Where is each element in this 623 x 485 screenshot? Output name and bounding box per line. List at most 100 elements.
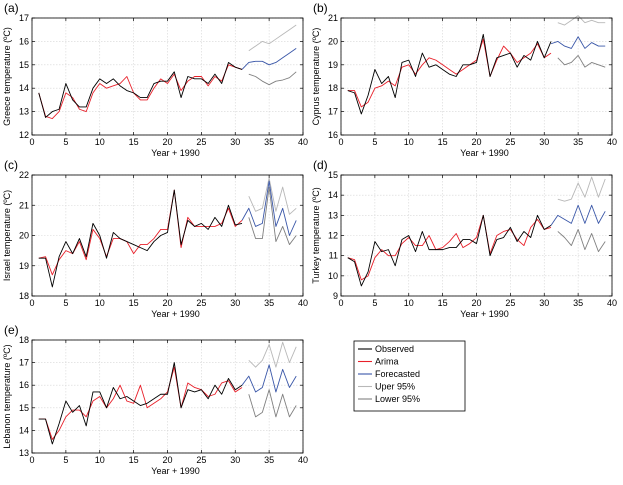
- y-axis-label: Lebanon temperature (ºC): [2, 344, 12, 448]
- x-tick-label: 15: [129, 298, 139, 308]
- x-tick-label: 20: [162, 455, 172, 465]
- series-line-forecasted: [241, 180, 297, 236]
- x-tick-label: 15: [438, 298, 448, 308]
- y-tick-label: 20: [19, 231, 29, 241]
- x-tick-label: 35: [264, 137, 274, 147]
- y-tick-label: 20: [328, 36, 338, 46]
- y-tick-label: 18: [328, 83, 338, 93]
- x-tick-label: 0: [338, 298, 343, 308]
- series-line-arima: [38, 366, 243, 440]
- x-axis-label: Year + 1990: [151, 309, 199, 319]
- legend-label: Arima: [375, 357, 399, 367]
- x-tick-label: 20: [471, 137, 481, 147]
- panel-label: (c): [4, 158, 18, 172]
- chart-panel: 0 5 10 15 20 25 30 35 40 16 17 18 19 20 21 Year + 1990 C…: [311, 1, 617, 158]
- series-line-lower-95: [557, 228, 606, 253]
- chart-panel: 0 5 10 15 20 25 30 35 40 12 13 14 15 16 17 Year + 1990 G…: [2, 1, 308, 158]
- x-tick-label: 25: [196, 137, 206, 147]
- x-tick-label: 0: [29, 298, 34, 308]
- series-line-uper-95: [248, 177, 297, 215]
- y-tick-label: 16: [328, 130, 338, 140]
- x-axis-label: Year + 1990: [151, 466, 199, 476]
- y-tick-label: 21: [328, 13, 338, 23]
- y-axis-label: Israel temperature (ºC): [2, 190, 12, 281]
- legend-label: Lower 95%: [375, 394, 420, 404]
- y-axis-label: Greece temperature (ºC): [2, 27, 12, 126]
- series-line-arima: [38, 189, 243, 276]
- series-line-uper-95: [248, 341, 297, 368]
- y-tick-label: 19: [328, 60, 338, 70]
- series-line-arima: [347, 214, 552, 281]
- chart-panel: 0 5 10 15 20 25 30 35 40 18 19 20 21 22 Year + 1990 Isr…: [2, 158, 308, 319]
- x-tick-label: 20: [471, 298, 481, 308]
- x-tick-label: 35: [573, 298, 583, 308]
- x-tick-label: 30: [230, 455, 240, 465]
- x-tick-label: 10: [404, 137, 414, 147]
- x-tick-label: 40: [298, 455, 308, 465]
- series-line-lower-95: [557, 54, 606, 68]
- series-line-lower-95: [248, 71, 297, 86]
- x-tick-label: 25: [196, 298, 206, 308]
- x-tick-label: 15: [129, 455, 139, 465]
- x-tick-label: 40: [298, 298, 308, 308]
- y-tick-label: 16: [19, 36, 29, 46]
- y-tick-label: 18: [19, 291, 29, 301]
- x-tick-label: 40: [298, 137, 308, 147]
- x-axis-label: Year + 1990: [151, 148, 199, 158]
- x-tick-label: 25: [505, 137, 515, 147]
- x-tick-label: 25: [505, 298, 515, 308]
- chart-panel: 0 5 10 15 20 25 30 35 40 13 14 15 16 17 18 Year + 1990 L…: [2, 323, 308, 476]
- y-tick-label: 15: [328, 170, 338, 180]
- x-tick-label: 30: [230, 137, 240, 147]
- x-tick-label: 35: [264, 455, 274, 465]
- x-tick-label: 25: [196, 455, 206, 465]
- y-tick-label: 17: [19, 358, 29, 368]
- y-tick-label: 19: [19, 261, 29, 271]
- x-axis-label: Year + 1990: [460, 309, 508, 319]
- panels-layer: 0 5 10 15 20 25 30 35 40 12 13 14 15 16 17 Year + 1990 G…: [2, 1, 617, 476]
- y-tick-label: 16: [19, 380, 29, 390]
- y-tick-label: 13: [328, 210, 338, 220]
- series-line-arima: [347, 38, 552, 108]
- x-axis-label: Year + 1990: [460, 148, 508, 158]
- y-tick-label: 12: [19, 130, 29, 140]
- series-line-observed: [38, 362, 243, 445]
- x-tick-label: 0: [338, 137, 343, 147]
- x-tick-label: 20: [162, 137, 172, 147]
- x-tick-label: 40: [607, 137, 617, 147]
- x-tick-label: 10: [404, 298, 414, 308]
- legend-label: Uper 95%: [375, 382, 415, 392]
- y-tick-label: 10: [328, 271, 338, 281]
- y-tick-label: 17: [19, 13, 29, 23]
- y-axis-label: Cyprus temperature (ºC): [311, 28, 321, 126]
- legend: Observed Arima Forecasted Uper 95% Lower 95%: [353, 340, 466, 412]
- series-line-observed: [347, 214, 552, 287]
- x-tick-label: 5: [63, 137, 68, 147]
- x-tick-label: 10: [95, 455, 105, 465]
- x-tick-label: 15: [438, 137, 448, 147]
- x-tick-label: 5: [63, 455, 68, 465]
- series-line-forecasted: [550, 204, 606, 226]
- y-tick-label: 18: [19, 335, 29, 345]
- y-tick-label: 17: [328, 107, 338, 117]
- x-tick-label: 5: [372, 298, 377, 308]
- x-tick-label: 20: [162, 298, 172, 308]
- x-tick-label: 35: [573, 137, 583, 147]
- legend-items: Observed Arima Forecasted Uper 95% Lower 95%: [358, 344, 420, 404]
- x-tick-label: 0: [29, 455, 34, 465]
- y-tick-label: 12: [328, 231, 338, 241]
- y-tick-label: 9: [333, 291, 338, 301]
- legend-label: Forecasted: [375, 369, 420, 379]
- x-tick-label: 30: [539, 298, 549, 308]
- x-tick-label: 30: [230, 298, 240, 308]
- panel-label: (a): [4, 1, 19, 15]
- x-tick-label: 15: [129, 137, 139, 147]
- y-tick-label: 15: [19, 60, 29, 70]
- y-tick-label: 13: [19, 107, 29, 117]
- series-line-lower-95: [248, 186, 297, 246]
- y-tick-label: 21: [19, 200, 29, 210]
- panel-label: (b): [313, 1, 328, 15]
- series-line-observed: [38, 189, 243, 288]
- series-line-uper-95: [557, 15, 606, 26]
